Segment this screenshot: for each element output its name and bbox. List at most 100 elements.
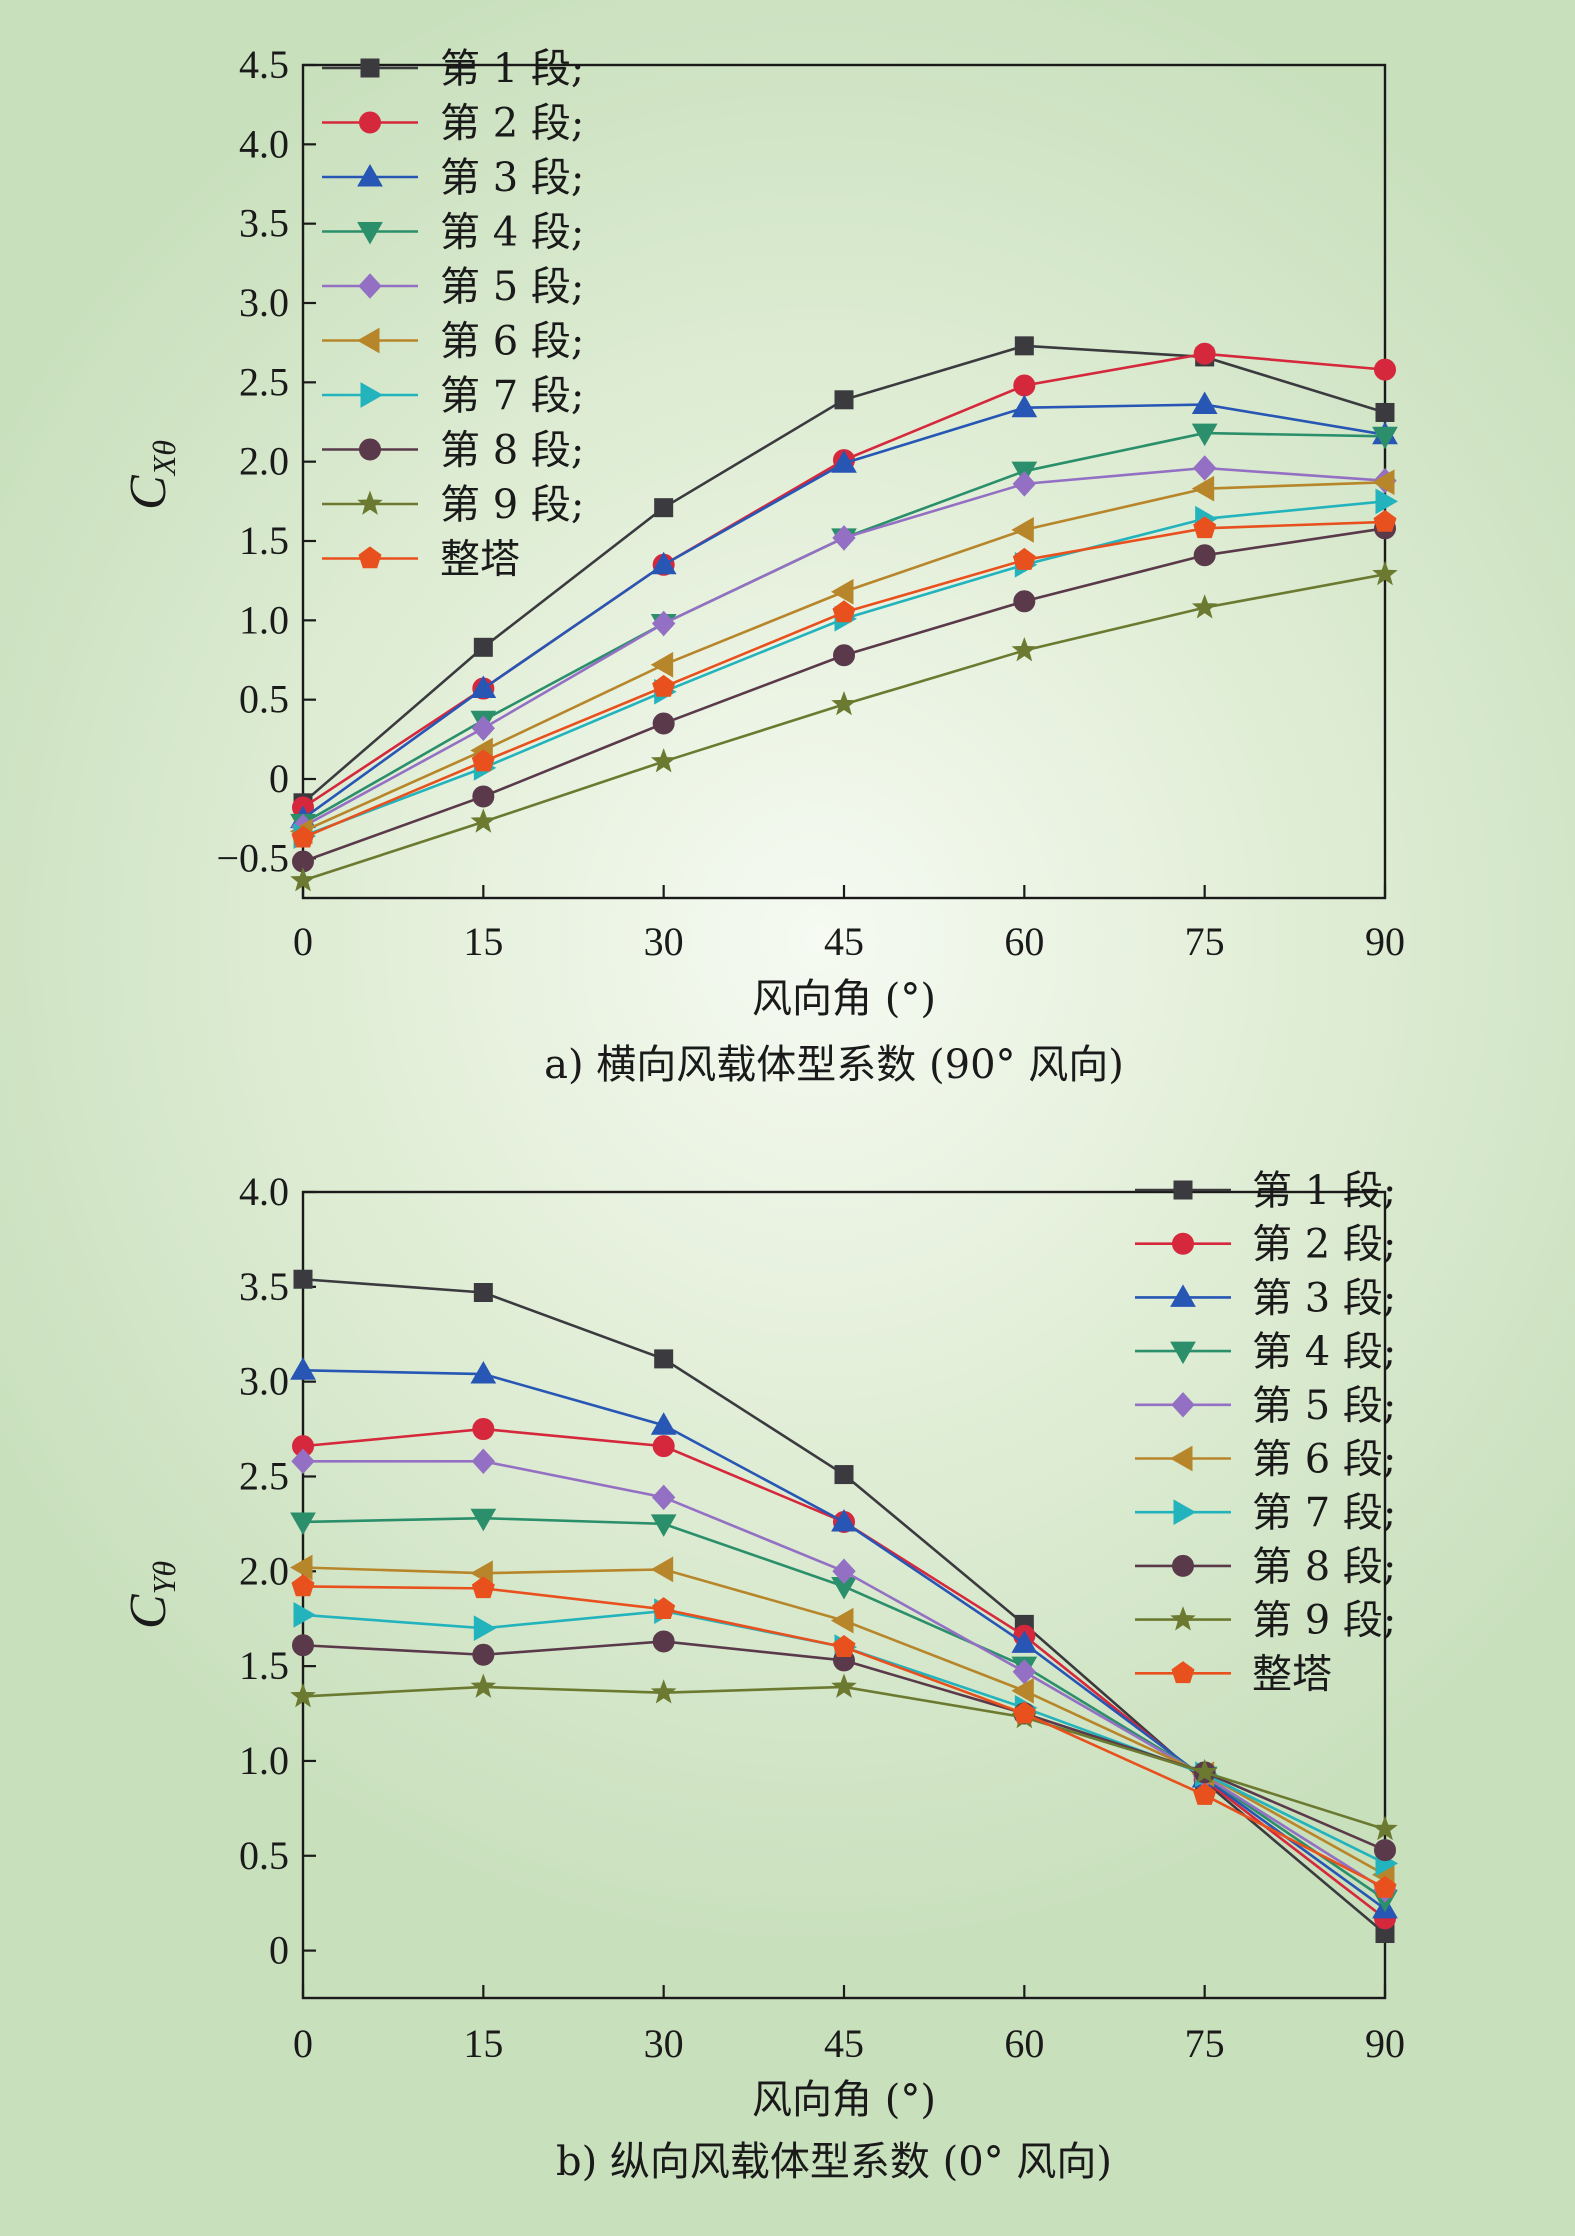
y-tick-label: 3.0	[239, 280, 289, 325]
data-point	[1372, 1815, 1398, 1841]
data-point	[471, 715, 496, 741]
y-axis-title: CXθ	[120, 440, 182, 510]
legend-marker	[1173, 1499, 1197, 1526]
data-point	[650, 551, 677, 575]
data-point	[472, 1643, 495, 1666]
data-point	[1371, 469, 1395, 496]
data-point	[470, 1508, 497, 1532]
legend-label: 第 7 段;	[1252, 1490, 1396, 1536]
legend-item: 第 4 段;	[322, 210, 584, 256]
data-point	[833, 644, 855, 667]
series-1	[293, 1269, 1395, 1944]
legend-marker	[1170, 1341, 1196, 1365]
data-point	[652, 712, 675, 735]
legend-label: 第 5 段;	[440, 264, 584, 310]
x-tick-label: 90	[1365, 919, 1405, 964]
data-point	[1373, 509, 1397, 532]
data-point	[831, 1673, 857, 1698]
legend-marker	[360, 58, 380, 78]
series-10	[291, 509, 1397, 848]
x-axis: 0 15 30 45 60 75 90	[293, 1985, 1405, 2066]
y-tick-label: 1.5	[239, 1643, 289, 1688]
x-tick-label: 15	[463, 919, 503, 964]
data-point	[1011, 394, 1038, 418]
legend-marker	[1173, 1180, 1193, 1200]
data-point	[1193, 1782, 1217, 1805]
y-axis: 0 0.5 1.0 1.5 2.0 2.5 3.0 3.5 4.0	[239, 1169, 316, 1973]
legend-item: 第 9 段;	[322, 482, 584, 528]
data-point	[654, 498, 674, 518]
x-tick-label: 75	[1185, 2021, 1225, 2066]
legend-label: 第 7 段;	[440, 373, 584, 419]
legend-label: 第 1 段;	[1252, 1168, 1396, 1214]
data-point	[650, 651, 674, 678]
data-point	[1011, 637, 1038, 662]
data-point	[1193, 342, 1216, 365]
legend-marker	[358, 273, 382, 299]
data-point	[1012, 471, 1037, 497]
legend-label: 第 6 段;	[440, 319, 584, 365]
legend-label: 第 2 段;	[440, 101, 584, 147]
data-point	[1373, 1875, 1397, 1898]
data-point	[830, 578, 854, 605]
data-point	[1372, 426, 1398, 450]
legend-marker	[357, 490, 383, 515]
series-9	[290, 1673, 1398, 1841]
data-point	[290, 1683, 316, 1708]
data-point	[470, 1361, 497, 1384]
series-line	[302, 1685, 1386, 1831]
legend-item: 第 9 段;	[1135, 1598, 1396, 1644]
data-point	[293, 1602, 317, 1628]
data-point	[831, 690, 857, 716]
legend-label: 整塔	[1252, 1651, 1332, 1697]
y-tick-label: 3.5	[239, 1264, 289, 1309]
data-point	[289, 1554, 313, 1581]
data-point	[470, 675, 497, 699]
data-point	[290, 1357, 316, 1380]
legend-label: 整塔	[440, 537, 520, 583]
data-point	[1191, 391, 1218, 415]
data-point	[832, 600, 856, 623]
legend-marker	[1172, 1554, 1194, 1577]
legend-item: 第 4 段;	[1135, 1329, 1396, 1375]
legend-item: 第 6 段;	[1135, 1437, 1396, 1483]
legend-label: 第 5 段;	[1252, 1383, 1396, 1429]
legend-marker	[358, 546, 382, 569]
data-point	[473, 637, 493, 657]
data-point	[1013, 590, 1036, 613]
legend-item: 整塔	[1135, 1651, 1332, 1697]
data-point	[831, 1508, 857, 1532]
data-point	[470, 1673, 497, 1698]
x-axis-title: 风向角 (°)	[752, 2077, 936, 2123]
data-point	[473, 1283, 493, 1303]
data-point	[473, 1615, 497, 1642]
y-tick-label: 1.5	[239, 518, 289, 563]
data-point	[290, 1512, 316, 1535]
data-point	[1191, 1758, 1218, 1784]
chart-b: 0 0.5 1.0 1.5 2.0 2.5 3.0 3.5 4.0 0 15 30 45 60 75 90 风向…	[120, 1168, 1405, 2185]
legend-item: 第 1 段;	[1135, 1168, 1396, 1214]
data-point	[1375, 402, 1395, 422]
legend-label: 第 3 段;	[440, 155, 584, 201]
data-point	[1013, 374, 1036, 397]
data-point	[1191, 594, 1218, 619]
chart-caption: a) 横向风载体型系数 (90° 风向)	[544, 1042, 1124, 1088]
data-point	[834, 390, 854, 410]
legend: 第 1 段; 第 2 段; 第 3 段; 第 4 段; 第 5 段; 第 6 段; 第 7 …	[1135, 1168, 1396, 1697]
data-point	[1193, 544, 1216, 567]
legend-item: 第 8 段;	[1135, 1544, 1396, 1590]
legend-marker	[357, 222, 383, 245]
data-point	[471, 749, 495, 772]
legend-label: 第 4 段;	[1252, 1329, 1396, 1375]
legend-item: 第 3 段;	[1135, 1275, 1396, 1321]
legend-label: 第 8 段;	[440, 428, 584, 474]
legend-marker	[360, 382, 384, 408]
y-tick-label: 0	[269, 1928, 289, 1973]
x-tick-label: 75	[1185, 919, 1225, 964]
series-10	[291, 1574, 1397, 1898]
legend-item: 整塔	[322, 537, 520, 583]
legend-marker	[1172, 1232, 1194, 1255]
data-point	[1012, 1701, 1036, 1724]
legend-item: 第 8 段;	[322, 428, 584, 474]
y-tick-label: 2.5	[239, 1453, 289, 1498]
